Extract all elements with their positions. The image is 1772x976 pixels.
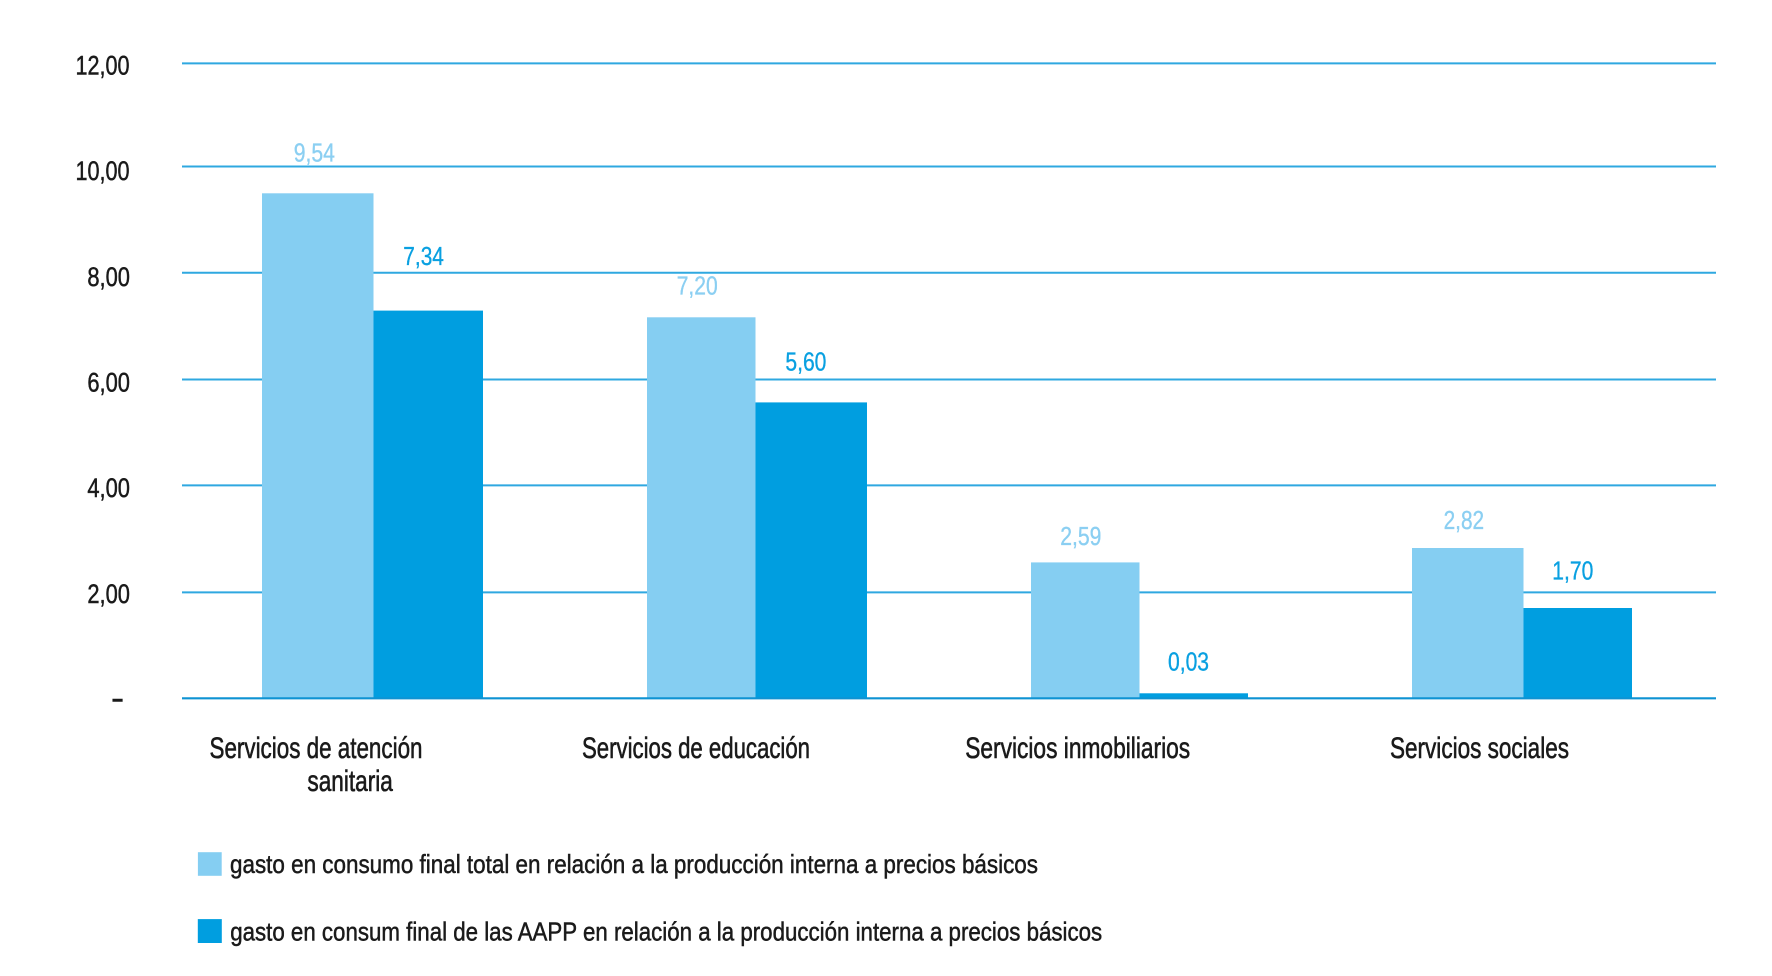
svg-text:7,20: 7,20 — [677, 273, 718, 301]
svg-text:sanitaria: sanitaria — [307, 765, 393, 798]
svg-text:2,82: 2,82 — [1444, 507, 1485, 535]
svg-text:Servicios de atención: Servicios de atención — [210, 732, 423, 765]
svg-text:10,00: 10,00 — [76, 156, 130, 186]
svg-text:6,00: 6,00 — [87, 368, 130, 398]
svg-text:5,60: 5,60 — [785, 348, 826, 376]
svg-text:12,00: 12,00 — [76, 50, 130, 80]
svg-text:7,34: 7,34 — [403, 243, 444, 271]
svg-text:0,03: 0,03 — [1168, 648, 1209, 676]
svg-text:gasto en consum final de las A: gasto en consum final de las AAPP en rel… — [230, 917, 1102, 947]
svg-text:gasto en consumo final total e: gasto en consumo final total en relación… — [230, 849, 1038, 879]
svg-text:2,59: 2,59 — [1060, 523, 1101, 551]
svg-text:2,00: 2,00 — [87, 579, 130, 609]
svg-text:Servicios inmobiliarios: Servicios inmobiliarios — [965, 732, 1190, 765]
svg-text:Servicios de educación: Servicios de educación — [582, 732, 810, 765]
svg-text:9,54: 9,54 — [294, 140, 335, 168]
svg-text:Servicios sociales: Servicios sociales — [1390, 732, 1569, 765]
svg-text:4,00: 4,00 — [87, 473, 130, 503]
svg-text:8,00: 8,00 — [87, 262, 130, 292]
svg-text:1,70: 1,70 — [1552, 558, 1593, 586]
